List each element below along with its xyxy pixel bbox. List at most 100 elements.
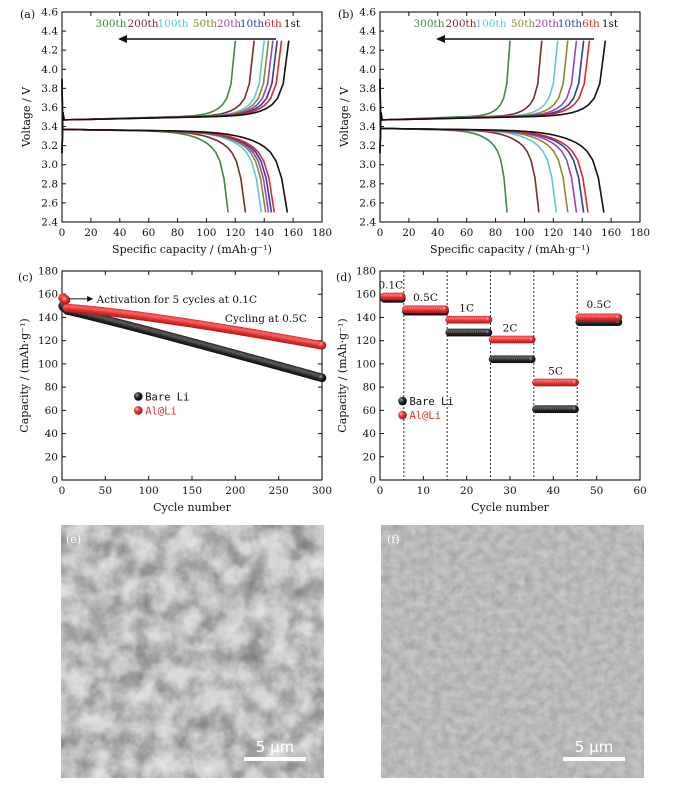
x-tick-label: 30 — [503, 485, 516, 497]
scale-bar-label-f: 5 μm — [575, 738, 613, 756]
legend-marker-Al@Li — [398, 410, 407, 420]
legend-label-Al@Li: Al@Li — [145, 405, 177, 417]
panel-a-voltage-profile: 0 20 40 60 80 100 120 140 160 180 2.4 2.6 2.8 3.0 3.2 3… — [20, 7, 332, 257]
panel-f-sem-image: (f) 5 μm — [381, 525, 644, 778]
discharge-curve-50th — [61, 78, 267, 213]
scale-bar-e — [244, 757, 306, 761]
scale-bar-label-e: 5 μm — [256, 738, 294, 756]
x-tick-label: 20 — [84, 227, 97, 239]
series-label-50th: 50th — [193, 18, 218, 30]
series-label-20th: 20th — [535, 18, 560, 30]
panel-label: (b) — [338, 8, 354, 21]
series-label-300th: 300th — [95, 18, 126, 30]
x-tick-label: 100 — [139, 485, 159, 497]
legend-marker-Bare Li — [133, 392, 143, 401]
y-tick-label: 20 — [363, 451, 376, 463]
x-tick-label: 300 — [312, 485, 332, 497]
point-Al@Li — [614, 313, 623, 322]
x-tick-label: 80 — [489, 227, 502, 239]
x-tick-label: 0 — [377, 485, 384, 497]
y-axis-title: Capacity / (mAh·g⁻¹) — [18, 318, 31, 432]
series-label-6th: 6th — [582, 18, 600, 30]
y-tick-label: 20 — [45, 451, 58, 463]
rate-label: 0.5C — [586, 299, 611, 311]
y-tick-label: 2.4 — [359, 217, 376, 229]
x-tick-label: 160 — [283, 227, 303, 239]
y-tick-label: 100 — [356, 358, 376, 370]
y-tick-label: 4.6 — [359, 7, 376, 19]
point-Bare Li — [317, 373, 327, 383]
x-tick-label: 100 — [196, 227, 216, 239]
series-label-6th: 6th — [264, 18, 282, 30]
y-tick-label: 3.0 — [359, 159, 376, 171]
series-label-200th: 200th — [127, 18, 158, 30]
x-axis-title: Specific capacity / (mAh·g⁻¹) — [112, 243, 272, 256]
charge-curve-1st — [61, 40, 290, 154]
y-tick-label: 3.2 — [359, 140, 376, 152]
y-tick-label: 3.2 — [41, 140, 58, 152]
y-tick-label: 60 — [45, 405, 58, 417]
x-tick-label: 0 — [59, 485, 66, 497]
discharge-curve-100th — [379, 78, 558, 213]
rate-label: 1C — [459, 303, 474, 315]
series-label-300th: 300th — [413, 18, 444, 30]
x-tick-label: 250 — [269, 485, 289, 497]
x-tick-label: 80 — [171, 227, 184, 239]
discharge-curve-1st — [61, 78, 289, 213]
legend-label-Al@Li: Al@Li — [409, 410, 441, 422]
y-tick-label: 0 — [51, 475, 58, 487]
y-tick-label: 2.8 — [359, 178, 376, 190]
discharge-curve-300th — [379, 78, 508, 213]
arrow-head — [118, 35, 127, 43]
series-label-100th: 100th — [157, 18, 188, 30]
y-tick-label: 4.2 — [41, 45, 58, 57]
y-tick-label: 3.8 — [41, 83, 58, 95]
y-tick-label: 60 — [363, 405, 376, 417]
y-tick-label: 4.0 — [41, 64, 58, 76]
x-tick-label: 40 — [547, 485, 560, 497]
activation-arrow-head — [87, 295, 94, 302]
y-tick-label: 40 — [363, 428, 376, 440]
series-label-10th: 10th — [558, 18, 583, 30]
discharge-curve-100th — [61, 78, 263, 213]
point-Al@Li — [527, 335, 536, 344]
y-tick-label: 4.0 — [359, 64, 376, 76]
y-tick-label: 3.4 — [41, 121, 58, 133]
scale-bar-f — [563, 757, 625, 761]
y-tick-label: 2.6 — [41, 197, 58, 209]
x-axis-title: Cycle number — [153, 501, 231, 514]
discharge-curve-300th — [61, 78, 229, 213]
charge-curve-6th — [61, 40, 283, 154]
point-Bare Li — [484, 328, 493, 337]
discharge-curve-50th — [379, 78, 569, 213]
point-Al@Li — [61, 295, 71, 305]
y-tick-label: 4.4 — [41, 26, 58, 38]
y-tick-label: 2.4 — [41, 217, 58, 229]
x-tick-label: 140 — [572, 227, 592, 239]
panel-label-e: (e) — [66, 533, 81, 546]
y-tick-label: 160 — [356, 289, 376, 301]
discharge-curve-1st — [379, 78, 605, 213]
panel-e-sem-image: (e) 5 μm — [61, 525, 324, 778]
x-tick-label: 150 — [182, 485, 202, 497]
y-tick-label: 140 — [38, 312, 58, 324]
x-tick-label: 60 — [460, 227, 473, 239]
y-tick-label: 3.8 — [359, 83, 376, 95]
x-tick-label: 40 — [113, 227, 126, 239]
discharge-curve-20th — [61, 78, 270, 213]
point-Al@Li — [317, 341, 327, 350]
y-axis-title: Voltage / V — [20, 86, 33, 148]
y-tick-label: 4.2 — [359, 45, 376, 57]
x-tick-label: 180 — [630, 227, 650, 239]
y-tick-label: 80 — [363, 382, 376, 394]
charge-curve-1st — [379, 40, 607, 154]
discharge-curve-200th — [61, 78, 247, 213]
legend-marker-Al@Li — [133, 406, 143, 415]
panel-label: (a) — [20, 8, 35, 21]
y-tick-label: 3.6 — [41, 102, 58, 114]
x-tick-label: 40 — [431, 227, 444, 239]
y-tick-label: 2.8 — [41, 178, 58, 190]
series-label-100th: 100th — [475, 18, 506, 30]
x-axis-title: Cycle number — [471, 501, 549, 514]
